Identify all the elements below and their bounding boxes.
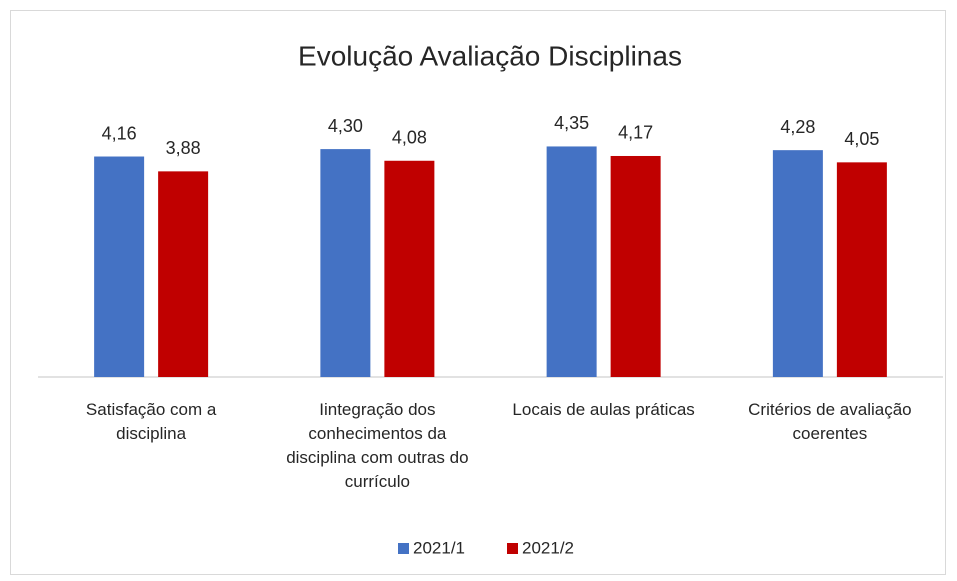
data-label: 4,17 (618, 123, 653, 143)
data-label: 4,16 (102, 123, 137, 143)
data-label: 4,35 (554, 113, 589, 133)
data-label: 4,30 (328, 116, 363, 136)
bar (836, 162, 887, 377)
bar (94, 156, 145, 377)
bar (610, 155, 661, 377)
x-tick-label: Satisfação com a disciplina (85, 400, 217, 443)
bar (384, 160, 435, 377)
x-tick-label: Critérios de avaliação coerentes (748, 400, 912, 443)
legend-swatch (398, 543, 409, 554)
bar (320, 149, 371, 377)
data-label: 3,88 (166, 138, 201, 158)
data-label: 4,05 (844, 129, 879, 149)
x-tick-label: Locais de aulas práticas (512, 400, 695, 419)
chart-title: Evolução Avaliação Disciplinas (298, 40, 682, 71)
legend-label: 2021/2 (522, 538, 574, 557)
bar (546, 146, 597, 377)
legend-swatch (507, 543, 518, 554)
legend-label: 2021/1 (413, 538, 465, 557)
data-label: 4,08 (392, 128, 427, 148)
data-label: 4,28 (780, 117, 815, 137)
bar (158, 171, 209, 377)
x-tick-label: Iintegração dos conhecimentos da discipl… (286, 400, 469, 491)
bar (772, 150, 823, 377)
